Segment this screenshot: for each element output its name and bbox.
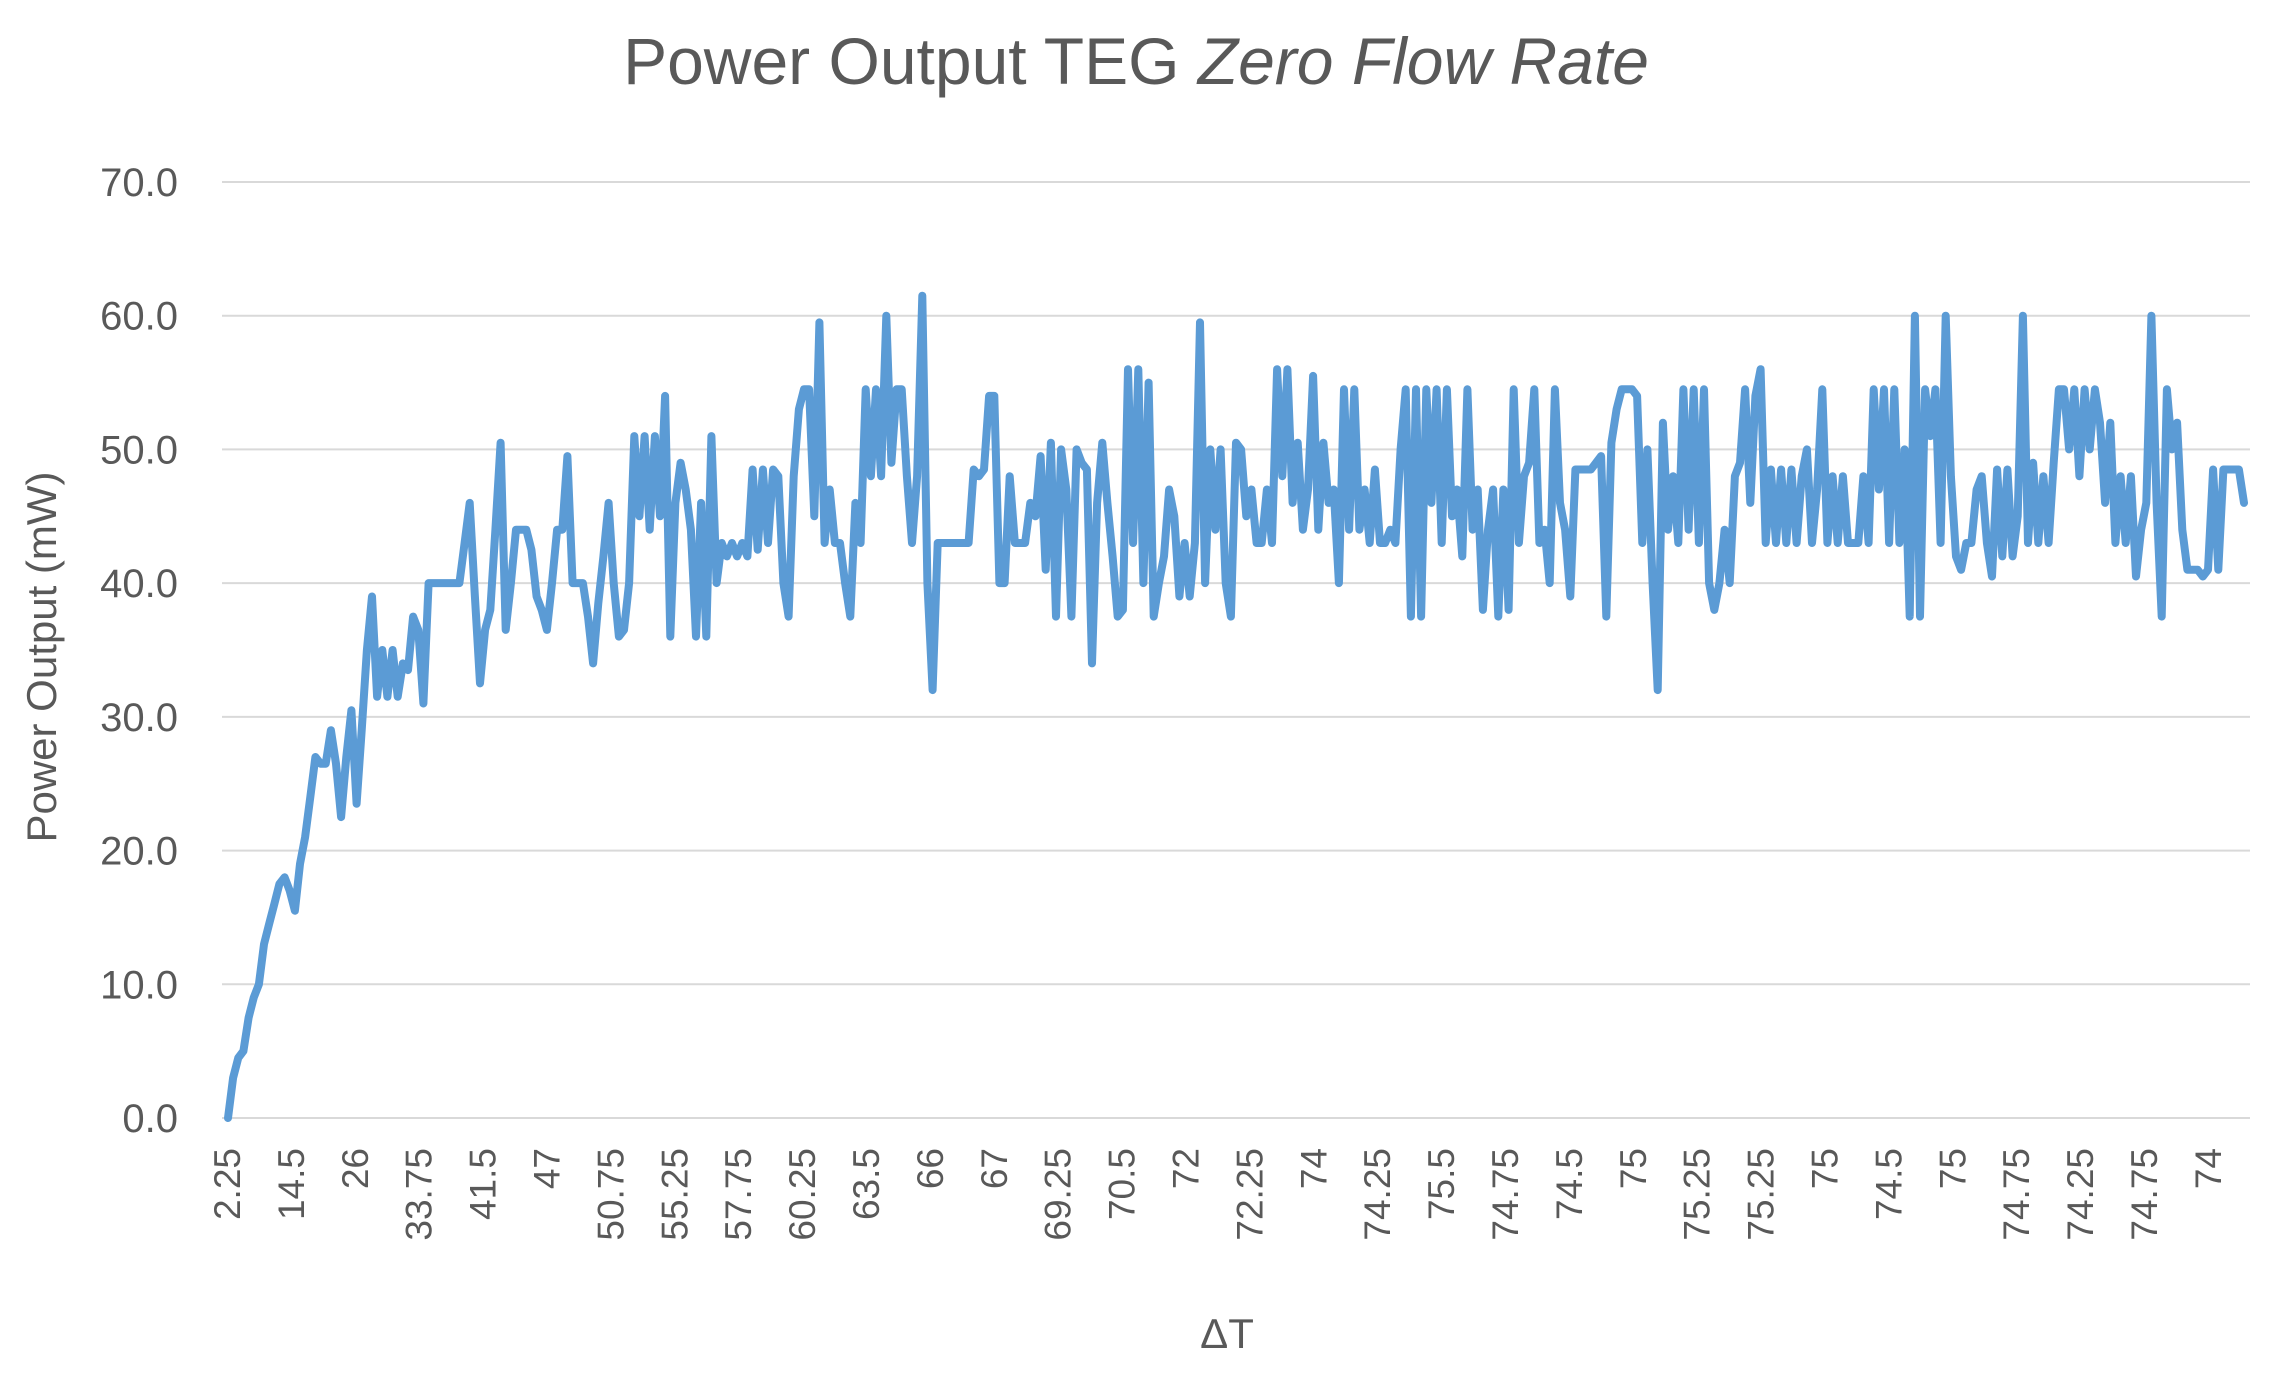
y-tick-label: 50.0 [100, 428, 178, 472]
x-tick-label: 57.75 [718, 1148, 759, 1241]
x-tick-label: 74.25 [1357, 1148, 1398, 1241]
y-tick-label: 20.0 [100, 830, 178, 874]
chart-title-italic: Zero Flow Rate [1196, 24, 1649, 98]
x-tick-label: 47 [527, 1148, 568, 1189]
x-tick-label: 69.25 [1038, 1148, 1079, 1241]
x-tick-label: 75.5 [1421, 1148, 1462, 1220]
x-tick-label: 74.25 [2060, 1148, 2101, 1241]
y-axis-ticks: 0.0 10.0 20.0 30.0 40.0 50.0 60.0 70.0 [100, 161, 178, 1141]
series-line [224, 291, 2248, 1122]
x-tick-label: 14.5 [271, 1148, 312, 1220]
x-tick-label: 41.5 [463, 1148, 504, 1220]
y-tick-label: 70.0 [100, 161, 178, 205]
x-tick-label: 72.25 [1229, 1148, 1270, 1241]
chart-title: Power Output TEG Zero Flow Rate [623, 24, 1649, 98]
x-tick-label: 75 [1613, 1148, 1654, 1189]
chart-title-text: Power Output TEG [623, 24, 1179, 98]
x-tick-label: 75 [1805, 1148, 1846, 1189]
y-axis-title: Power Output (mW) [18, 471, 65, 842]
x-tick-label: 2.25 [207, 1148, 248, 1220]
x-tick-label: 74.5 [1868, 1148, 1909, 1220]
x-tick-label: 33.75 [399, 1148, 440, 1241]
y-tick-label: 0.0 [122, 1097, 178, 1141]
x-tick-label: 63.5 [846, 1148, 887, 1220]
y-tick-label: 60.0 [100, 295, 178, 339]
y-tick-label: 30.0 [100, 696, 178, 740]
x-tick-label: 75 [1932, 1148, 1973, 1189]
x-tick-label: 26 [335, 1148, 376, 1189]
x-tick-label: 75.25 [1741, 1148, 1782, 1241]
x-tick-label: 74.75 [1485, 1148, 1526, 1241]
x-tick-label: 75.25 [1677, 1148, 1718, 1241]
x-axis-title: ΔT [1200, 1310, 1254, 1357]
y-tick-label: 40.0 [100, 562, 178, 606]
series-layer [224, 291, 2248, 1122]
x-tick-label: 74.75 [1996, 1148, 2037, 1241]
x-tick-label: 74 [2188, 1148, 2229, 1189]
x-tick-label: 55.25 [654, 1148, 695, 1241]
x-axis-ticks: 2.25 14.5 26 33.75 41.5 47 50.75 55.25 57.75 60.2… [207, 1148, 2229, 1241]
x-tick-label: 66 [910, 1148, 951, 1189]
x-tick-label: 72 [1166, 1148, 1207, 1189]
x-tick-label: 74 [1293, 1148, 1334, 1189]
x-tick-label: 74.75 [2124, 1148, 2165, 1241]
x-tick-label: 74.5 [1549, 1148, 1590, 1220]
x-tick-label: 60.25 [782, 1148, 823, 1241]
x-tick-label: 70.5 [1102, 1148, 1143, 1220]
x-tick-label: 50.75 [590, 1148, 631, 1241]
y-tick-label: 10.0 [100, 963, 178, 1007]
x-tick-label: 67 [974, 1148, 1015, 1189]
